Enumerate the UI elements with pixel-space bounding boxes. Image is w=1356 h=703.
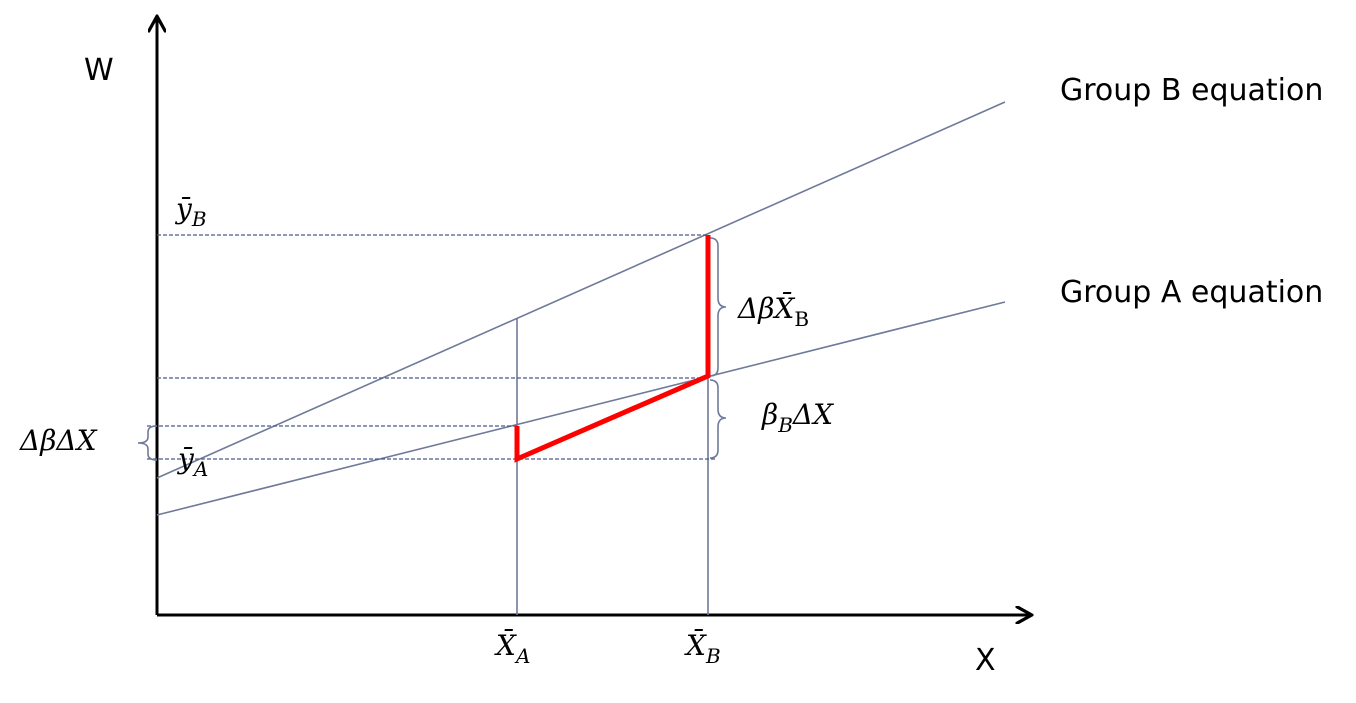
math-label: X̄A <box>494 628 530 668</box>
group-a-line <box>156 301 1006 516</box>
label-sub: A <box>514 644 530 668</box>
label-base: ȳ <box>174 192 193 225</box>
brace <box>137 425 158 461</box>
group-b-line <box>156 101 1006 479</box>
label-base: β <box>761 398 778 431</box>
label-sub: B <box>191 207 207 231</box>
label-after: ΔX <box>792 398 834 431</box>
label-base: ΔβX̄ <box>737 291 795 325</box>
math-label: X̄B <box>684 628 721 668</box>
brace <box>709 237 727 377</box>
brace <box>709 379 727 459</box>
label-sub: B <box>705 644 721 668</box>
math-label: ȳA <box>176 442 208 481</box>
math-label: ΔβΔX <box>19 424 98 457</box>
math-label: ΔβX̄B <box>737 291 809 331</box>
label-base: X̄ <box>684 628 707 662</box>
math-label: βBΔX <box>761 398 834 437</box>
label-sub: B <box>794 307 809 331</box>
decomposition-path <box>514 235 711 463</box>
line-label: Group A equation <box>1060 275 1323 310</box>
math-label: ȳB <box>174 192 207 231</box>
label-sub: A <box>192 457 208 481</box>
line-label: Group B equation <box>1060 73 1323 108</box>
y-axis-label: W <box>84 53 114 88</box>
x-axis-label: X <box>975 643 996 678</box>
label-base: ȳ <box>176 442 195 475</box>
label-sub: B <box>777 413 793 437</box>
label-base: X̄ <box>494 628 517 662</box>
